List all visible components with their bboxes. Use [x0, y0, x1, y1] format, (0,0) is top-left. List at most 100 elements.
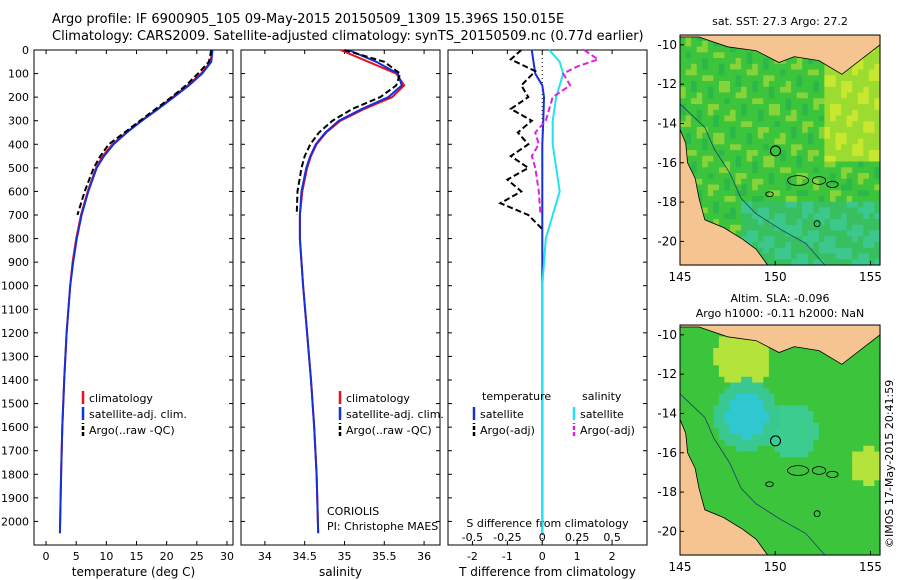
sla-map-cell	[830, 520, 837, 527]
sst-map-cell	[874, 196, 881, 203]
sla-map-cell	[696, 325, 703, 332]
sst-map-cell	[763, 144, 770, 151]
sst-map-cell	[752, 127, 759, 134]
sst-map-cell	[791, 161, 798, 168]
sst-map-cell	[791, 127, 798, 134]
sst-map-cell	[713, 98, 720, 105]
sst-map-cell	[824, 75, 831, 82]
sla-map-cell	[863, 486, 870, 493]
sst-map-cell	[818, 219, 826, 226]
sla-map-cell	[824, 474, 831, 481]
sst-map-cell	[868, 219, 876, 226]
sst-map-cell	[702, 46, 709, 53]
sst-map-cell	[713, 104, 720, 111]
sla-map-cell	[791, 537, 798, 545]
sst-map-cell	[796, 75, 803, 82]
sla-map-cell	[752, 468, 759, 476]
sla-map-cell	[791, 543, 798, 550]
sla-map-cell	[713, 434, 720, 441]
sla-map-cell	[868, 503, 876, 510]
sst-map-cell	[824, 207, 831, 214]
sst-map-cell	[780, 236, 787, 243]
sla-map-cell	[718, 474, 726, 481]
sla-map-cell	[718, 359, 726, 366]
sst-map-cell	[757, 173, 764, 180]
sst-map-cell	[768, 242, 776, 249]
sst-map-cell	[785, 207, 792, 214]
sla-map-cell	[724, 468, 731, 476]
sla-map-cell	[685, 434, 692, 441]
sst-map-cell	[818, 167, 826, 174]
sst-map-cell	[830, 178, 837, 186]
sst-map-cell	[868, 127, 876, 134]
sst-map-cell	[757, 161, 764, 168]
sst-map-cell	[702, 104, 709, 111]
sla-map-cell	[857, 503, 864, 510]
sla-map-cell	[746, 486, 753, 493]
sst-map-cell	[802, 224, 809, 232]
sst-map-cell	[735, 201, 742, 209]
sst-map-cell	[741, 92, 748, 99]
sst-map-cell	[702, 58, 709, 65]
sst-map-cell	[757, 236, 764, 243]
sla-map-cell	[852, 388, 859, 395]
sla-map-cell	[713, 497, 720, 504]
sla-map-cell	[768, 463, 776, 470]
sst-map-cell	[735, 92, 742, 99]
sla-map-cell	[824, 399, 831, 407]
sst-map-cell	[791, 242, 798, 249]
sst-map-cell	[835, 132, 842, 140]
sla-map-cell	[757, 399, 764, 407]
sla-map-cell	[763, 417, 770, 424]
sla-map-cell	[746, 451, 753, 458]
sst-map-cell	[774, 104, 781, 111]
sla-map-cell	[791, 532, 798, 539]
sst-map-cell	[807, 127, 814, 134]
sla-map-cell	[868, 532, 876, 539]
sla-map-cell	[874, 440, 881, 447]
sla-map-cell	[852, 468, 859, 476]
sla-map-cell	[702, 399, 709, 407]
sst-map-cell	[802, 173, 809, 180]
sst-map-cell	[768, 230, 776, 237]
sla-map-reef-outline	[765, 481, 774, 488]
difference-series-s-satellite	[541, 49, 565, 534]
sst-map-cell	[780, 230, 787, 237]
sla-map-cell	[757, 388, 764, 395]
sla-map-cell	[763, 457, 770, 464]
sla-map-cell	[785, 422, 792, 430]
sst-map-cell	[730, 150, 737, 157]
sla-map-cell	[852, 497, 859, 504]
sla-map-cell	[774, 543, 781, 550]
sst-map-cell	[852, 236, 859, 243]
sst-map-cell	[718, 121, 726, 128]
sla-map-cell	[780, 411, 787, 418]
sst-map-cell	[852, 155, 859, 163]
sst-map-cell	[757, 196, 764, 203]
sla-map-cell	[702, 486, 709, 493]
sla-map-cell	[685, 399, 692, 407]
sst-map-cell	[846, 69, 853, 76]
sst-map-cell	[718, 109, 726, 117]
sla-map-cell	[857, 359, 864, 366]
sla-map-cell	[813, 451, 820, 458]
sst-map-cell	[868, 253, 876, 260]
sla-map-cell	[791, 514, 798, 522]
sst-map-cell	[741, 150, 748, 157]
sla-map-cell	[763, 365, 770, 372]
sst-map-cell	[868, 230, 876, 237]
sla-map-cell	[874, 486, 881, 493]
sla-map-cell	[807, 497, 814, 504]
sla-map-cell	[857, 486, 864, 493]
sla-map-cell	[846, 388, 853, 395]
sst-map-cell	[813, 109, 820, 117]
sst-map-cell	[702, 196, 709, 203]
sla-map-cell	[852, 394, 859, 401]
sla-map-cell	[707, 422, 714, 430]
sla-map-cell	[874, 434, 881, 441]
sst-map-cell	[852, 127, 859, 134]
sla-map-cell	[868, 491, 876, 499]
sst-map-cell	[746, 155, 753, 163]
sla-map-cell	[785, 480, 792, 487]
sst-map-cell	[824, 144, 831, 151]
